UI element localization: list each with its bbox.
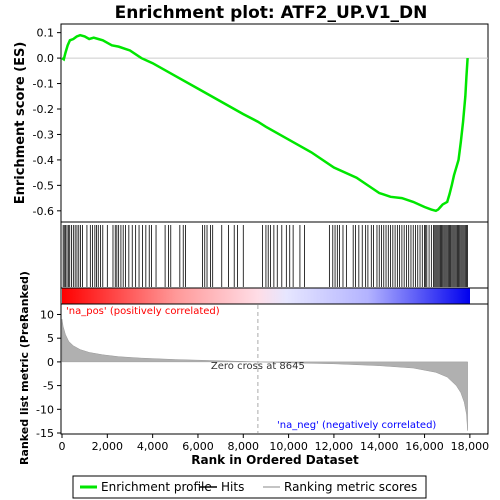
x-tick-label: 18,000 bbox=[451, 440, 490, 453]
na-neg-label: 'na_neg' (negatively correlated) bbox=[277, 420, 436, 431]
legend-box bbox=[72, 475, 427, 499]
es-ytick-label: 0.1 bbox=[37, 27, 55, 40]
enrichment-profile-line bbox=[61, 33, 469, 213]
legend-label: Enrichment profile bbox=[101, 480, 212, 494]
x-tick-label: 6,000 bbox=[182, 440, 214, 453]
x-tick-label: 8,000 bbox=[228, 440, 260, 453]
es-ytick-label: -0.2 bbox=[33, 103, 54, 116]
es-ytick-label: -0.5 bbox=[33, 179, 54, 192]
zero-cross-label: Zero cross at 8645 bbox=[211, 361, 305, 372]
es-ytick-label: -0.1 bbox=[33, 78, 54, 91]
x-tick-label: 10,000 bbox=[269, 440, 308, 453]
legend-label: Ranking metric scores bbox=[284, 480, 417, 494]
metric-ylabel: Ranked list metric (PreRanked) bbox=[18, 271, 31, 465]
metric-ytick-label: -10 bbox=[36, 403, 54, 416]
ranking-metric-area bbox=[61, 319, 468, 431]
es-ytick-label: -0.4 bbox=[33, 154, 54, 167]
es-ylabel: Enrichment score (ES) bbox=[13, 42, 28, 205]
metric-ytick-label: -5 bbox=[43, 380, 54, 393]
es-ytick-label: 0.0 bbox=[37, 52, 55, 65]
x-tick-label: 12,000 bbox=[315, 440, 354, 453]
x-tick-label: 2,000 bbox=[92, 440, 124, 453]
metric-panel-frame bbox=[60, 303, 489, 435]
metric-ytick-label: 5 bbox=[47, 332, 54, 345]
x-tick-label: 4,000 bbox=[137, 440, 169, 453]
metric-ytick-label: 0 bbox=[47, 356, 54, 369]
legend-label: Hits bbox=[221, 480, 244, 494]
x-tick-label: 0 bbox=[59, 440, 66, 453]
rank-color-bar bbox=[62, 288, 470, 304]
x-tick-label: 14,000 bbox=[360, 440, 399, 453]
chart-title: Enrichment plot: ATF2_UP.V1_DN bbox=[115, 3, 428, 23]
es-panel-frame bbox=[60, 23, 489, 223]
x-tick-label: 16,000 bbox=[405, 440, 444, 453]
na-pos-label: 'na_pos' (positively correlated) bbox=[66, 306, 220, 317]
metric-ytick-label: -15 bbox=[36, 427, 54, 440]
x-axis-label: Rank in Ordered Dataset bbox=[191, 453, 359, 467]
es-ytick-label: -0.3 bbox=[33, 128, 54, 141]
metric-ytick-label: 10 bbox=[40, 308, 54, 321]
es-ytick-label: -0.6 bbox=[33, 205, 54, 218]
